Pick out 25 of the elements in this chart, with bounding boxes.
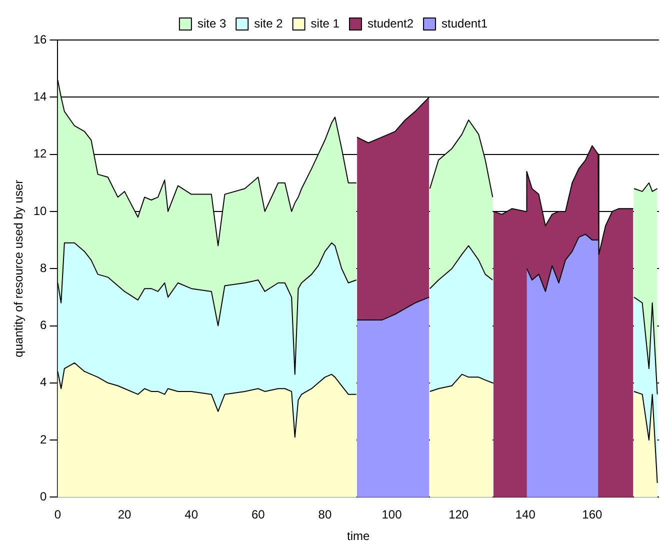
y-tick-label: 0 <box>40 490 48 504</box>
x-tick-label: 0 <box>54 508 62 522</box>
y-tick-label: 6 <box>40 318 48 332</box>
legend-label: site 3 <box>197 16 226 30</box>
x-tick-label: 60 <box>251 508 266 522</box>
y-tick-label: 4 <box>40 375 48 390</box>
y-tick-label: 2 <box>40 432 48 446</box>
y-tick-label: 16 <box>33 32 48 46</box>
x-axis-title: time <box>347 529 370 544</box>
y-tick-label: 8 <box>40 260 48 275</box>
x-tick-label: 20 <box>118 508 132 522</box>
x-tick-label: 40 <box>184 508 198 522</box>
x-tick-label: 100 <box>382 508 402 522</box>
x-tick-label: 120 <box>448 508 469 522</box>
legend-label: student1 <box>442 16 488 30</box>
legend-label: student2 <box>367 16 414 30</box>
y-tick-label: 14 <box>33 89 48 104</box>
legend-label: site 2 <box>254 16 284 30</box>
y-tick-label: 12 <box>33 146 48 161</box>
x-tick-label: 140 <box>515 508 536 522</box>
y-tick-label: 10 <box>33 204 48 218</box>
y-axis-title: quantity of resource used by user <box>12 180 26 358</box>
legend-label: site 1 <box>310 16 340 30</box>
x-tick-label: 160 <box>582 508 603 522</box>
x-tick-label: 80 <box>318 508 332 522</box>
